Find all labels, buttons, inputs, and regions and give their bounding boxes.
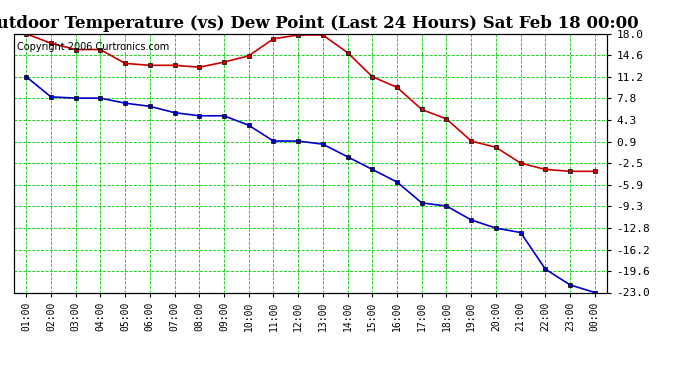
Text: Copyright 2006 Curtronics.com: Copyright 2006 Curtronics.com [17,42,169,51]
Title: Outdoor Temperature (vs) Dew Point (Last 24 Hours) Sat Feb 18 00:00: Outdoor Temperature (vs) Dew Point (Last… [0,15,639,32]
